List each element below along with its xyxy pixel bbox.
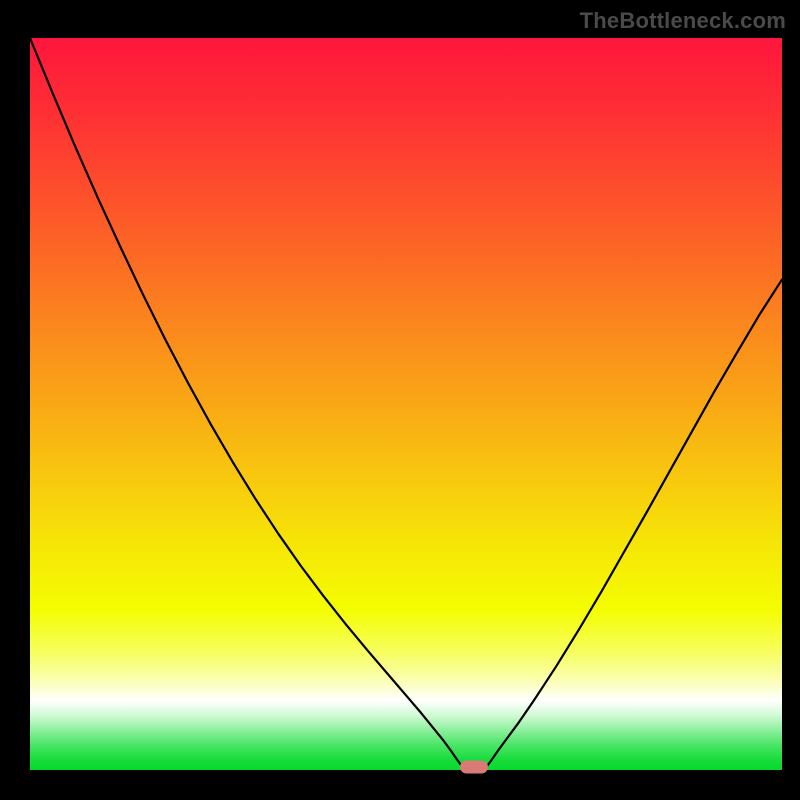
watermark-text: TheBottleneck.com xyxy=(580,8,786,34)
bottleneck-curve xyxy=(30,38,782,770)
plot-area xyxy=(30,38,782,770)
chart-container: { "watermark": { "text": "TheBottleneck.… xyxy=(0,0,800,800)
minimum-marker xyxy=(460,761,488,774)
